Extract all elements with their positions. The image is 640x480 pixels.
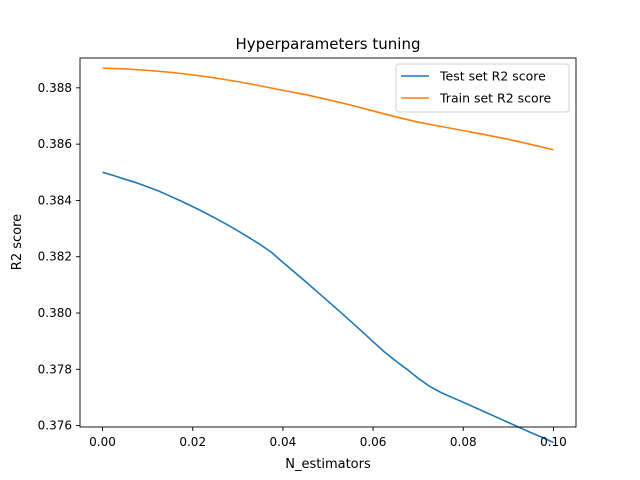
- x-tick-label: 0.10: [540, 435, 567, 449]
- x-tick-label: 0.04: [270, 435, 297, 449]
- legend-box: [395, 63, 570, 113]
- y-tick-label: 0.382: [38, 250, 72, 264]
- chart-title: Hyperparameters tuning: [236, 35, 421, 53]
- series-line-1: [102, 171, 554, 444]
- axes-frame: [79, 57, 577, 428]
- y-tick-label: 0.386: [38, 137, 72, 151]
- y-tick-label: 0.384: [38, 193, 72, 207]
- x-tick-label: 0.02: [179, 435, 206, 449]
- y-tick-label: 0.378: [38, 362, 72, 376]
- y-tick-label: 0.376: [38, 419, 72, 433]
- legend-label: Train set R2 score: [439, 91, 552, 106]
- x-tick-label: 0.00: [89, 435, 116, 449]
- y-axis-label: R2 score: [10, 214, 25, 270]
- legend: Test set R2 score Train set R2 score: [395, 63, 570, 113]
- x-tick-label: 0.08: [450, 435, 477, 449]
- y-tick-label: 0.380: [38, 306, 72, 320]
- series-line-2: [102, 67, 554, 151]
- legend-label: Test set R2 score: [439, 69, 546, 84]
- plot-area: 0.00 0.02 0.04 0.06 0.08 0.10 0.376 0.378 0.380 0…: [38, 57, 577, 449]
- x-axis-label: N_estimators: [285, 457, 371, 472]
- x-tick-label: 0.06: [360, 435, 387, 449]
- y-tick-label: 0.388: [38, 81, 72, 95]
